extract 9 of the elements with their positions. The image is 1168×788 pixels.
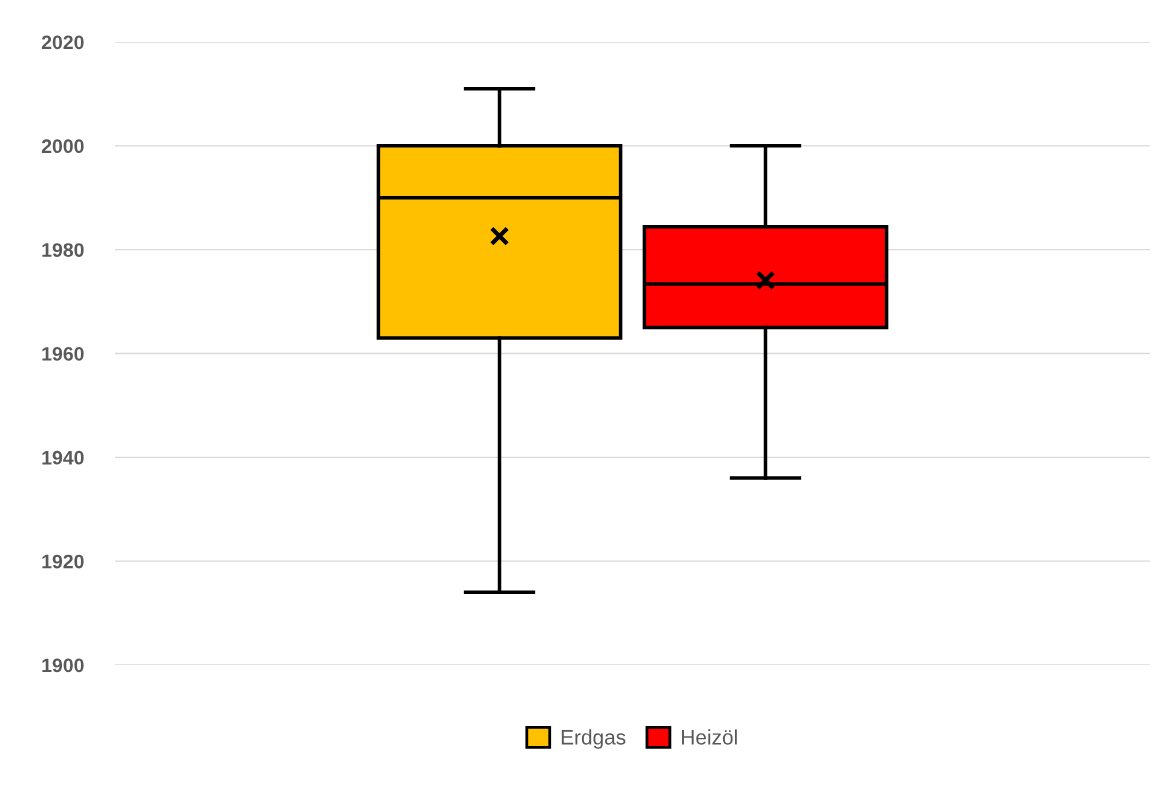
y-tick-label: 1900 xyxy=(42,658,84,673)
y-tick-label: 1940 xyxy=(42,450,84,465)
y-tick-label: 2020 xyxy=(41,35,84,50)
legend-label: Erdgas xyxy=(561,729,626,749)
y-tick-label: 1920 xyxy=(42,554,84,569)
y-tick-label: 1980 xyxy=(42,243,84,257)
y-tick-label: 1960 xyxy=(42,346,84,361)
y-tick-label: 2000 xyxy=(41,139,84,154)
legend-label: Heizöl xyxy=(682,729,737,745)
